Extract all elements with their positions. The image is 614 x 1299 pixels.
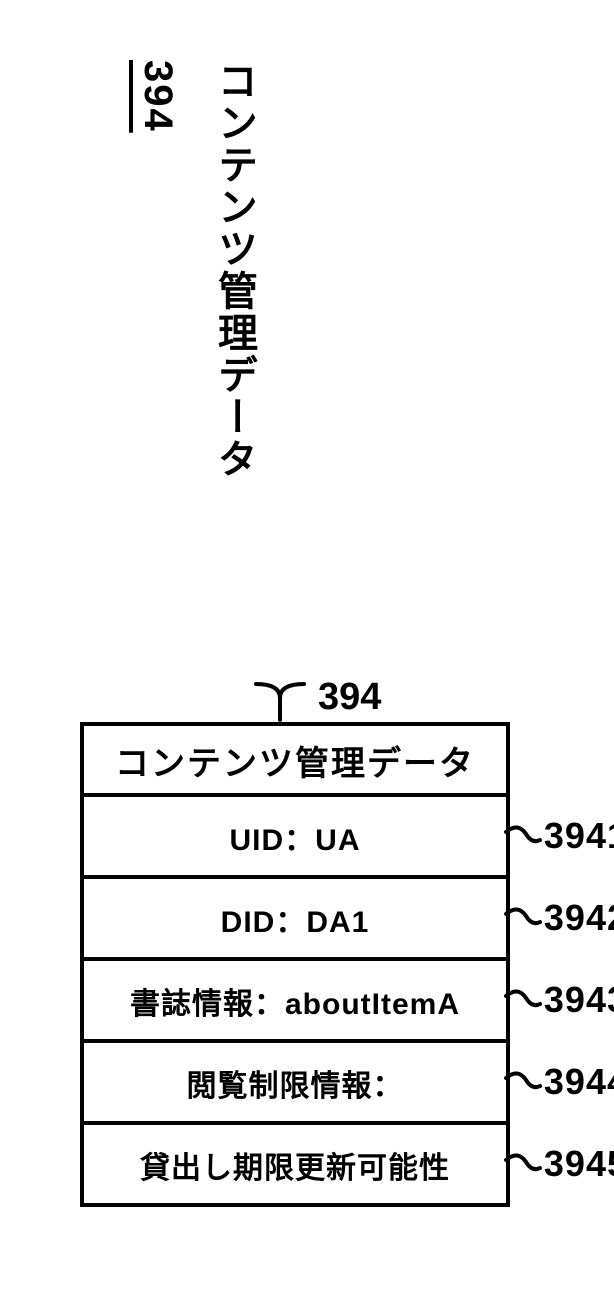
row-callout-label: 3941 <box>544 815 614 857</box>
row-text: 閲覧制限情報： <box>187 1070 404 1103</box>
table-callout-top: 394 <box>280 680 510 722</box>
row-callout-label: 3945 <box>544 1143 614 1185</box>
table-callout-top-label: 394 <box>318 676 381 719</box>
page: 394 コンテンツ管理データ 394 コンテンツ管理データ UID：UA 394… <box>0 0 614 1299</box>
table-wrapper: 394 コンテンツ管理データ UID：UA 3941 DID：DA1 <box>80 680 510 1207</box>
callout-curve-icon <box>502 1062 542 1102</box>
table-row: 書誌情報：aboutItemA 3943 <box>84 961 506 1043</box>
table-row: DID：DA1 3942 <box>84 879 506 961</box>
table-row: UID：UA 3941 <box>84 797 506 879</box>
figure-title: コンテンツ管理データ <box>205 60 263 480</box>
callout-curve-icon <box>502 1144 542 1184</box>
callout-curve-icon <box>502 816 542 856</box>
callout-bracket-icon <box>250 680 310 724</box>
content-table: コンテンツ管理データ UID：UA 3941 DID：DA1 3942 <box>80 722 510 1207</box>
callout-curve-icon <box>502 980 542 1020</box>
row-callout-label: 3944 <box>544 1061 614 1103</box>
table-row: 貸出し期限更新可能性 3945 <box>84 1125 506 1203</box>
row-callout: 3942 <box>502 897 614 939</box>
callout-curve-icon <box>502 898 542 938</box>
table-row: 閲覧制限情報： 3944 <box>84 1043 506 1125</box>
row-text: 貸出し期限更新可能性 <box>140 1152 450 1185</box>
row-text: DID：DA1 <box>221 906 370 939</box>
figure-id-block: 394 <box>135 60 180 133</box>
row-callout-label: 3942 <box>544 897 614 939</box>
row-text: 書誌情報：aboutItemA <box>130 988 460 1021</box>
row-callout: 3943 <box>502 979 614 1021</box>
table-header: コンテンツ管理データ <box>84 726 506 797</box>
row-callout-label: 3943 <box>544 979 614 1021</box>
row-callout: 3945 <box>502 1143 614 1185</box>
row-callout: 3944 <box>502 1061 614 1103</box>
figure-id: 394 <box>135 60 180 133</box>
row-text: UID：UA <box>230 824 361 857</box>
row-callout: 3941 <box>502 815 614 857</box>
